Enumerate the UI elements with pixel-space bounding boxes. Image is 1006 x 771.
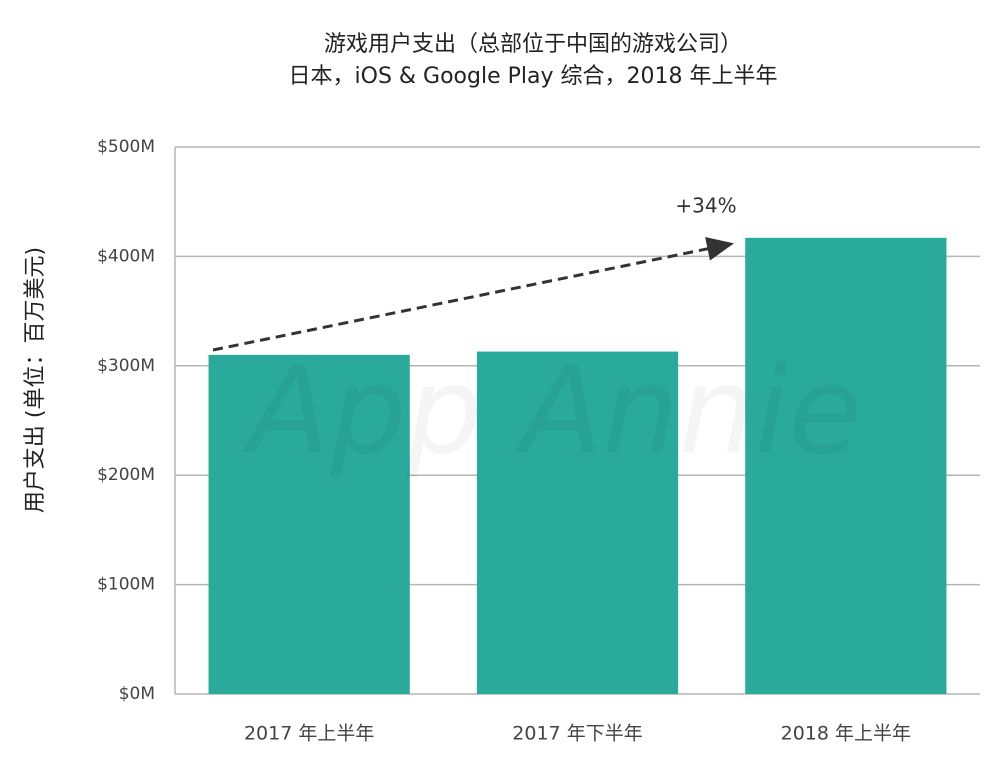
y-tick-label: $100M	[97, 575, 155, 595]
x-tick-label: 2018 年上半年	[781, 723, 911, 745]
plot-area: $0M $100M $200M $300M $400M $500M 2017 年上半年 201…	[97, 137, 980, 745]
x-tick-label: 2017 年下半年	[512, 723, 642, 745]
x-tick-label: 2017 年上半年	[244, 723, 374, 745]
y-tick-label: $300M	[97, 356, 155, 376]
y-axis-label: 用户支出 (单位：百万美元)	[23, 247, 48, 513]
y-tick-label: $500M	[97, 137, 155, 157]
bar	[476, 351, 679, 694]
bar	[208, 354, 410, 694]
trend-arrow	[212, 237, 734, 352]
bar	[745, 237, 947, 694]
watermark: App Annie	[241, 343, 862, 482]
y-tick-label: $200M	[97, 465, 155, 485]
chart-subtitle: 日本，iOS & Google Play 综合，2018 年上半年	[289, 64, 778, 89]
y-tick-label: $400M	[97, 246, 155, 266]
chart-title: 游戏用户支出（总部位于中国的游戏公司）	[324, 32, 742, 57]
annotation: +34%	[675, 194, 736, 218]
y-tick-label: $0M	[119, 684, 155, 704]
